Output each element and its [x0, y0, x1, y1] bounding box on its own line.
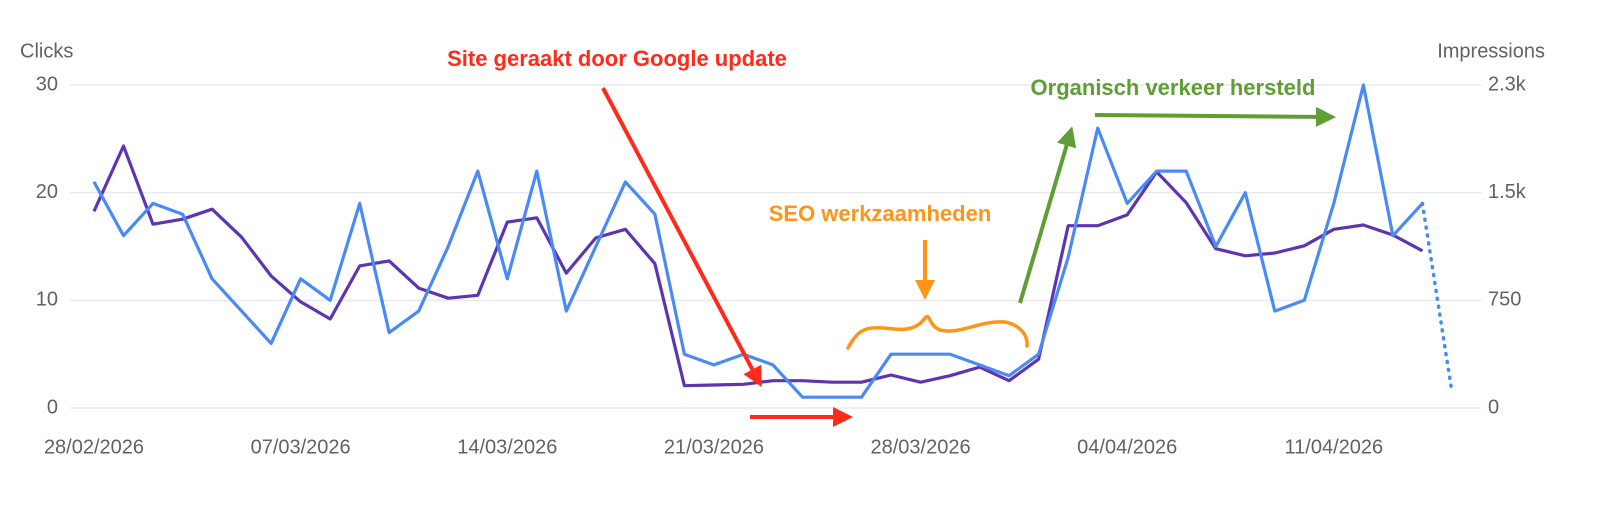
- y2-axis-title: Impressions: [1437, 40, 1545, 62]
- series-line: [92, 144, 1424, 388]
- y-tick-label: 30: [36, 73, 58, 95]
- y2-tick-label: 750: [1488, 289, 1521, 311]
- x-tick-label: 21/03/2026: [664, 436, 764, 458]
- y-tick-label: 0: [47, 396, 58, 418]
- grid: [70, 84, 1482, 409]
- annotation: Organisch verkeer hersteld: [1031, 75, 1316, 100]
- annotation-arrow: [601, 87, 762, 388]
- y-axis-title: Clicks: [20, 40, 73, 62]
- annotations: Site geraakt door Google update SEO werk…: [447, 46, 1336, 427]
- x-tick-label: 28/03/2026: [871, 436, 971, 458]
- x-tick-label: 11/04/2026: [1285, 436, 1384, 458]
- annotation-arrow: [1018, 126, 1077, 304]
- series-line: [92, 83, 1424, 399]
- annotation-brace: [846, 314, 1029, 350]
- y2-tick-label: 1.5k: [1488, 181, 1527, 203]
- y2-tick-label: 0: [1488, 396, 1499, 418]
- annotation: Site geraakt door Google update: [447, 46, 787, 71]
- annotation: SEO werkzaamheden: [769, 201, 992, 226]
- lines: [92, 83, 1454, 399]
- x-tick-label: 28/02/2026: [44, 436, 144, 458]
- annotation-arrow: [1094, 106, 1336, 127]
- y-tick-label: 10: [36, 289, 58, 311]
- partial-segment: [1420, 201, 1454, 394]
- x-tick-label: 14/03/2026: [457, 436, 557, 458]
- y2-tick-label: 2.3k: [1488, 73, 1527, 95]
- x-tick-label: 07/03/2026: [251, 436, 351, 458]
- y-tick-label: 20: [36, 181, 58, 203]
- x-tick-label: 04/04/2026: [1077, 436, 1177, 458]
